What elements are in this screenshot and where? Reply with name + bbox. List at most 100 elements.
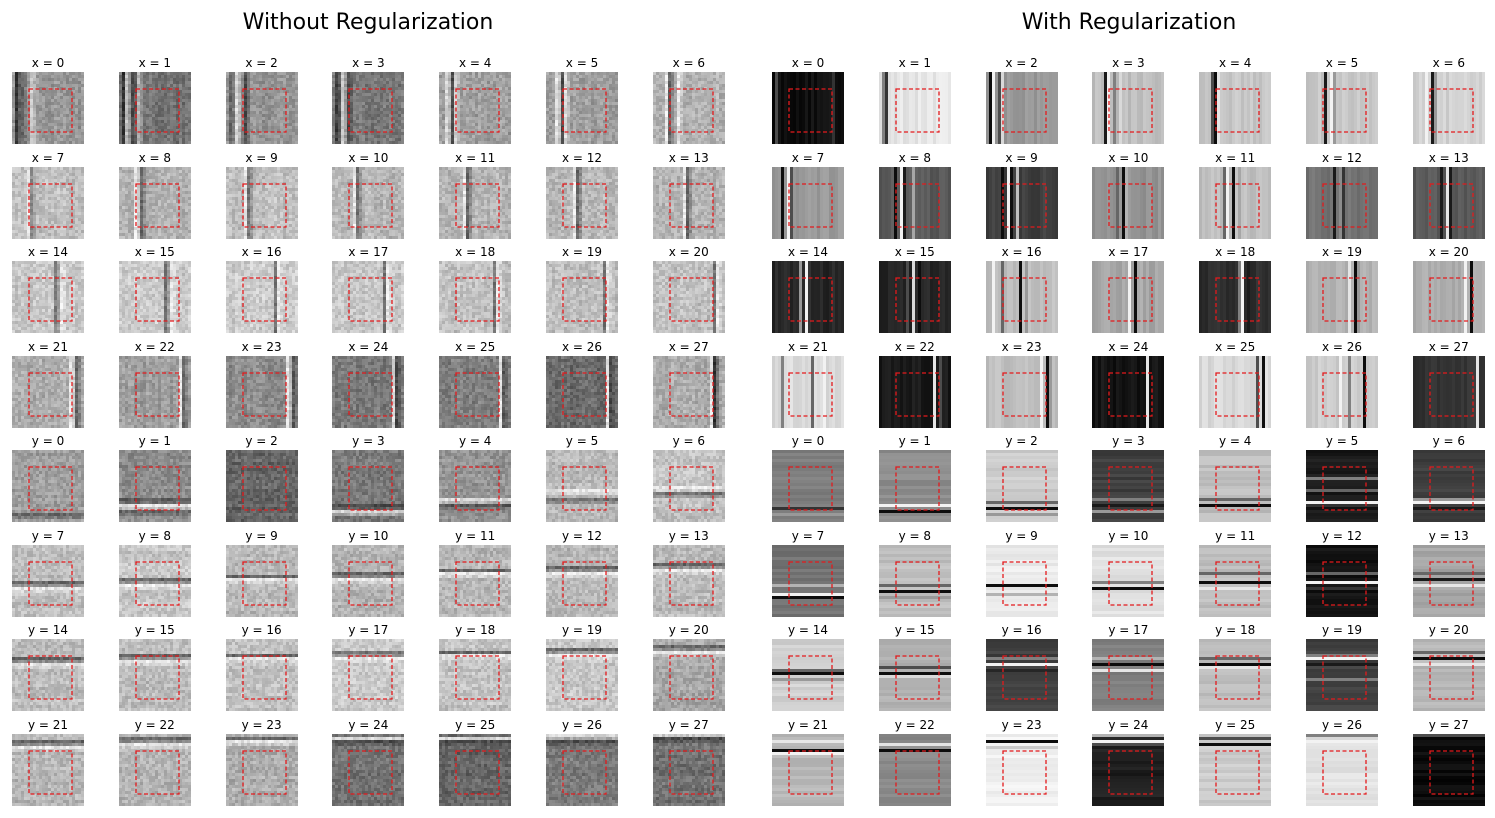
- pixel: [603, 93, 607, 97]
- pixel: [558, 99, 562, 103]
- pixel: [54, 102, 58, 106]
- pixel: [21, 199, 25, 203]
- pixel: [30, 232, 34, 236]
- pixel: [499, 96, 503, 100]
- pixel: [469, 126, 473, 130]
- pixel: [54, 138, 58, 142]
- pixel: [606, 90, 610, 94]
- pixel: [18, 169, 22, 173]
- pixel: [187, 99, 191, 103]
- pixel: [231, 132, 235, 136]
- pixel: [691, 72, 696, 76]
- pixel: [389, 81, 393, 85]
- pixel: [652, 81, 657, 85]
- pixel: [255, 99, 259, 103]
- pixel: [145, 120, 150, 124]
- pixel: [549, 75, 553, 79]
- pixel: [682, 93, 687, 97]
- pixel: [715, 72, 720, 76]
- pixel: [392, 141, 396, 144]
- pixel: [154, 208, 159, 212]
- pixel: [697, 93, 702, 97]
- pixel: [121, 172, 126, 176]
- pixel: [609, 84, 613, 88]
- pixel: [466, 93, 470, 97]
- pixel: [225, 81, 229, 85]
- pixel: [392, 129, 396, 133]
- pixel: [255, 111, 259, 115]
- pixel: [487, 132, 491, 136]
- pixel: [142, 132, 147, 136]
- pixel: [549, 114, 553, 118]
- pixel: [481, 96, 485, 100]
- pixel: [658, 75, 663, 79]
- pixel: [181, 93, 186, 97]
- pixel: [45, 135, 49, 139]
- pixel: [564, 105, 568, 109]
- pixel: [33, 87, 37, 91]
- pixel: [359, 120, 363, 124]
- pixel: [359, 84, 363, 88]
- pixel: [42, 75, 46, 79]
- pixel: [395, 117, 399, 121]
- pixel: [700, 81, 705, 85]
- pixel: [481, 126, 485, 130]
- pixel: [478, 87, 482, 91]
- pixel: [148, 81, 153, 85]
- pixel: [466, 135, 470, 139]
- pixel: [359, 132, 363, 136]
- pixel: [127, 226, 132, 230]
- pixel: [157, 126, 162, 130]
- pixel: [160, 108, 165, 112]
- pixel: [612, 99, 616, 103]
- pixel: [606, 126, 610, 130]
- pixel: [39, 90, 43, 94]
- pixel: [291, 111, 295, 115]
- pixel: [439, 90, 443, 94]
- pixel: [549, 96, 553, 100]
- pixel: [703, 108, 708, 112]
- pixel: [124, 202, 129, 206]
- pixel: [12, 178, 16, 182]
- pixel: [154, 126, 159, 130]
- pixel: [664, 93, 669, 97]
- pixel: [21, 114, 25, 118]
- pixel: [75, 138, 79, 142]
- pixel: [655, 126, 660, 130]
- pixel: [490, 72, 494, 76]
- pixel: [270, 129, 274, 133]
- pixel: [576, 111, 580, 115]
- pixel: [499, 105, 503, 109]
- pixel: [685, 114, 690, 118]
- pixel: [700, 108, 705, 112]
- pixel: [341, 84, 345, 88]
- pixel: [252, 105, 256, 109]
- pixel: [57, 96, 61, 100]
- pixel: [39, 135, 43, 139]
- pixel: [66, 132, 70, 136]
- pixel: [24, 193, 28, 197]
- pixel: [118, 81, 123, 85]
- pixel: [682, 72, 687, 76]
- pixel: [279, 117, 283, 121]
- pixel: [234, 93, 238, 97]
- pixel: [350, 75, 354, 79]
- pixel: [184, 72, 189, 76]
- pixel: [439, 93, 443, 97]
- pixel: [81, 129, 84, 133]
- pixel: [579, 111, 583, 115]
- pixel: [335, 132, 339, 136]
- pixel: [75, 175, 79, 179]
- pixel: [288, 72, 292, 76]
- pixel: [392, 120, 396, 124]
- pixel: [718, 105, 723, 109]
- pixel: [57, 211, 61, 215]
- pixel: [457, 111, 461, 115]
- pixel: [291, 75, 295, 79]
- pixel: [285, 102, 289, 106]
- pixel: [36, 117, 40, 121]
- pixel: [682, 117, 687, 121]
- pixel: [502, 126, 506, 130]
- pixel: [276, 81, 280, 85]
- pixel: [493, 138, 497, 142]
